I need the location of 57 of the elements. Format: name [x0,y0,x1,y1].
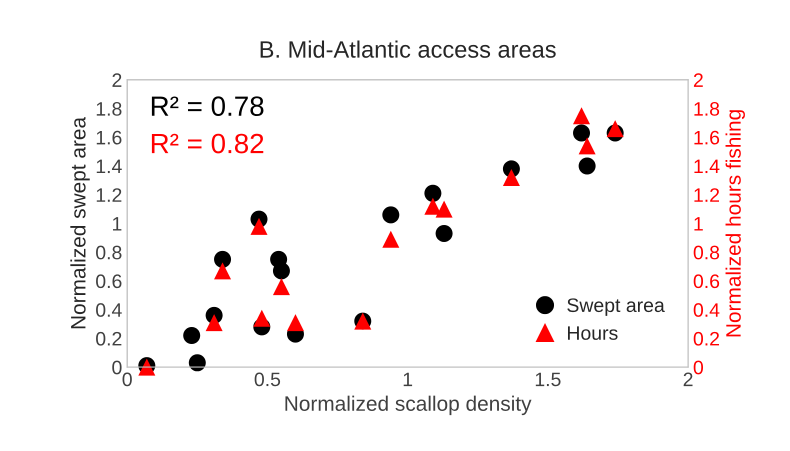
legend-label: Hours [568,326,618,340]
legend-label: Swept area [567,298,665,316]
point [424,198,442,215]
point [424,184,442,202]
point [573,107,590,124]
y2-tick-label: 0 [694,360,704,374]
point [382,230,400,248]
x-tick-label: 0 [122,372,132,386]
point [272,278,290,296]
x-tick-label: 1 [404,372,412,386]
y2-tick-label: 1.2 [694,188,720,202]
x-axis-title: Normalized scallop density [285,396,532,416]
y2-tick-label: 1.6 [694,130,720,145]
point [502,169,520,186]
point [253,310,270,327]
y-tick-label: 2 [112,73,122,87]
y-tick-label: 0.6 [96,274,122,288]
y-tick-label: 1.6 [96,130,122,145]
y2-tick-label: 1.8 [694,102,720,116]
point [272,262,290,280]
y-tick-label: 0.8 [96,246,122,260]
y2-tick-label: 0.6 [694,274,720,288]
y-tick-label: 1.2 [96,188,122,202]
y2-tick-label: 0.8 [694,246,720,260]
y2-tick-label: 0.4 [694,303,720,317]
x-tick-label: 1.5 [536,372,561,386]
point [578,158,596,175]
y2-tick-label: 1.4 [694,160,720,174]
x-tick-label: 0.5 [254,372,280,386]
point [573,124,590,142]
annotation: R² = 0.78 [152,96,264,116]
y-tick-label: 1 [113,217,122,231]
y-tick-label: 0.2 [96,332,122,346]
point [250,218,268,235]
y-axis-title: Normalized swept area [70,116,90,328]
y-tick-label: 0 [112,360,122,374]
point [578,137,596,154]
y-tick-label: 1.4 [96,160,122,174]
point [214,250,232,268]
point [382,206,400,224]
point [206,314,223,332]
y2-tick-label: 2 [694,73,703,87]
point [606,120,624,138]
point [214,262,232,280]
point [188,354,206,372]
y2-tick-label: 1 [694,217,703,231]
chart-title: B. Mid-Atlantic access areas [260,40,556,58]
y2-axis-title: Normalized hours fishing [726,110,745,336]
point [286,314,304,332]
point [436,200,453,218]
y2-tick-label: 0.2 [694,332,720,346]
point [436,225,453,242]
y-tick-label: 1.8 [96,102,122,116]
y-tick-label: 0.4 [96,303,122,317]
annotation: R² = 0.82 [152,134,264,154]
point [183,327,200,344]
x-tick-label: 2 [684,372,693,386]
